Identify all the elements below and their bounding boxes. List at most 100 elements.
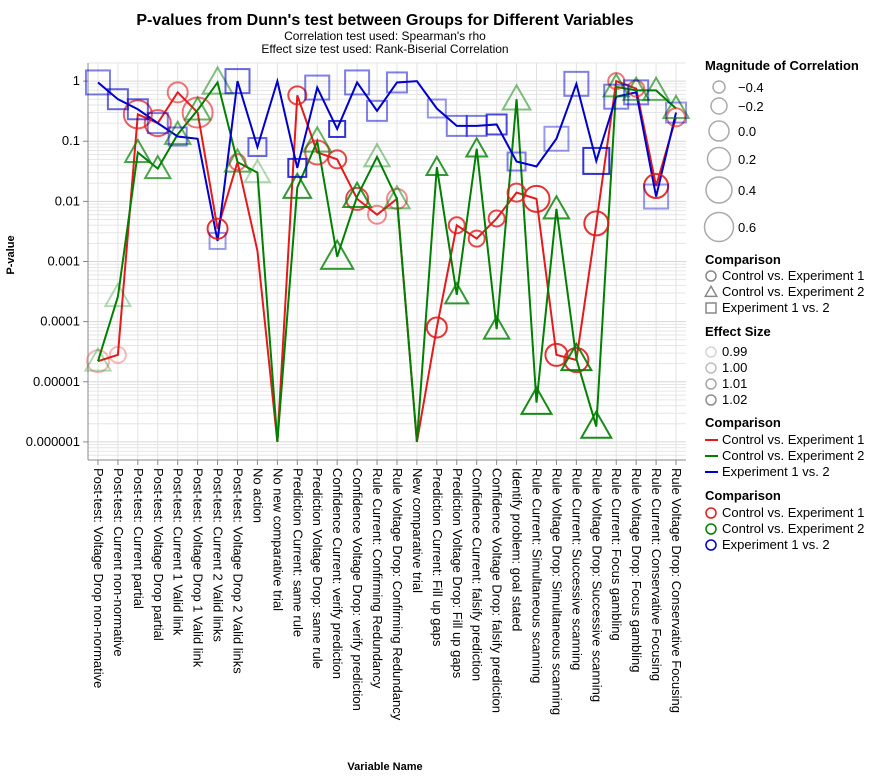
- size-legend-symbol: [710, 97, 728, 115]
- legend-label: 1.02: [722, 392, 747, 407]
- series-3-marker: [623, 79, 650, 106]
- legend-label: Experiment 1 vs. 2: [722, 464, 830, 479]
- legend-label: 1.00: [722, 360, 747, 375]
- series-2-marker: [661, 93, 691, 120]
- x-tick-label: Rule Current: Confirming Redundancy: [370, 468, 385, 689]
- stroke-legend-symbol: [705, 523, 717, 535]
- stroke-legend-symbol: [705, 507, 717, 519]
- series-2-marker: [83, 346, 113, 372]
- y-tick-label: 0.00001: [33, 374, 80, 389]
- legend-label: −0.4: [738, 80, 764, 95]
- series-3-marker: [84, 69, 111, 96]
- x-tick-label: Confidence Voltage Drop: verify predicti…: [350, 468, 365, 711]
- series-3-marker: [167, 126, 188, 147]
- series-2-marker: [443, 281, 470, 305]
- x-tick-label: Post-test: Current non-normative: [111, 468, 126, 657]
- series-2-marker: [223, 147, 252, 173]
- chart-subtitle-2: Effect size test used: Rank-Biserial Cor…: [261, 42, 508, 56]
- series-2-marker: [163, 119, 193, 145]
- x-tick-label: Rule Voltage Drop: Confirming Redundancy: [390, 468, 405, 721]
- series-1-marker: [287, 85, 308, 106]
- legend-label: 0.2: [738, 152, 756, 167]
- legend-label: Control vs. Experiment 1: [722, 432, 864, 447]
- series-1-marker: [143, 109, 172, 138]
- legend-title: Effect Size: [705, 324, 771, 339]
- series-2-marker: [143, 153, 173, 180]
- series-2-marker: [382, 184, 412, 210]
- series-3-marker: [543, 125, 570, 152]
- series-3-marker: [563, 70, 590, 97]
- legend-label: 0.0: [738, 124, 756, 139]
- series-2-marker: [183, 95, 213, 121]
- y-tick-label: 0.1: [62, 133, 80, 148]
- x-tick-label: No action: [250, 468, 265, 523]
- series-2-marker: [341, 180, 373, 208]
- x-tick-label: Prediction Voltage Drop: Fill up gaps: [450, 468, 465, 679]
- legend-label: 0.4: [738, 183, 756, 198]
- y-tick-label: 0.0001: [40, 314, 80, 329]
- shape-legend-symbol: [705, 270, 717, 282]
- x-tick-label: Rule Current: Focus gambling: [609, 468, 624, 641]
- size-legend-symbol: [706, 146, 732, 172]
- series-2-marker: [424, 154, 449, 176]
- legend-label: 1.01: [722, 376, 747, 391]
- series-3-marker: [224, 68, 251, 95]
- series-1-marker: [522, 184, 551, 213]
- legend-label: 0.99: [722, 344, 747, 359]
- legend-title: Magnitude of Correlation: [705, 58, 859, 73]
- x-tick-label: New comparative trial: [410, 468, 425, 593]
- size-legend-symbol: [708, 120, 730, 142]
- x-tick-label: Post-test: Voltage Drop partial: [151, 468, 166, 641]
- legend-label: −0.2: [738, 99, 764, 114]
- series-3-marker: [304, 74, 331, 101]
- series-1-marker: [447, 216, 466, 235]
- plot-area: 0.000001 0.00001 0.0001 0.001 0.01 0.1 1 Post-t…: [26, 62, 691, 721]
- chart-title: P-values from Dunn's test between Groups…: [136, 12, 633, 29]
- series-1-marker: [487, 209, 506, 228]
- series-2-marker: [482, 314, 512, 340]
- series-1-marker: [425, 316, 448, 339]
- x-tick-label: Rule Voltage Drop: Focus gambling: [629, 468, 644, 673]
- series-1-marker: [544, 342, 569, 367]
- size-legend-symbol: [703, 211, 735, 243]
- series-1-marker: [467, 229, 486, 248]
- x-tick-label: Post-test: Voltage Drop 2 Valid links: [231, 468, 246, 674]
- x-tick-label: Prediction Voltage Drop: same rule: [310, 468, 325, 669]
- series-2-marker: [362, 142, 392, 168]
- x-tick-label: Prediction Current: Fill up gaps: [430, 468, 445, 647]
- series-3-marker: [665, 101, 688, 124]
- legend-title: Comparison: [705, 252, 781, 267]
- x-tick-label: Rule Current: Conservative Focusing: [649, 468, 664, 681]
- series-1-marker: [367, 204, 388, 225]
- x-tick-label: Confidence Voltage Drop: falsify predict…: [490, 468, 505, 713]
- series-2-marker: [579, 409, 613, 439]
- x-tick-label: No new comparative trial: [270, 468, 285, 611]
- series-1-marker: [108, 345, 127, 364]
- series-3-marker: [287, 157, 308, 178]
- series-2-marker: [542, 194, 571, 220]
- series-2-marker: [281, 171, 313, 199]
- y-tick-label: 0.000001: [26, 434, 80, 449]
- legend-label: Experiment 1 vs. 2: [722, 300, 830, 315]
- series-3-marker: [643, 183, 670, 210]
- series-3-marker: [328, 119, 347, 138]
- shape-legend-symbol: [705, 302, 717, 314]
- series-1-marker: [122, 99, 153, 130]
- series-2-marker: [243, 158, 272, 184]
- legend-label: Control vs. Experiment 1: [722, 268, 864, 283]
- legend-label: 0.6: [738, 220, 756, 235]
- x-tick-label: Rule Voltage Drop: Conservative Focusing: [669, 468, 684, 713]
- legend-label: Control vs. Experiment 1: [722, 505, 864, 520]
- series-1-marker: [206, 217, 229, 240]
- series-3-marker: [603, 83, 630, 110]
- series-2-marker: [559, 341, 594, 372]
- series-2-marker: [123, 137, 153, 163]
- y-axis-title: P-value: [5, 235, 17, 274]
- x-tick-label: Confidence Current: falsify prediction: [470, 468, 485, 681]
- series-3-marker: [208, 231, 227, 250]
- series-3-marker: [582, 146, 611, 175]
- y-tick-label: 0.001: [47, 254, 80, 269]
- opacity-legend-symbol: [705, 378, 717, 390]
- chart-subtitle-1: Correlation test used: Spearman's rho: [284, 29, 486, 43]
